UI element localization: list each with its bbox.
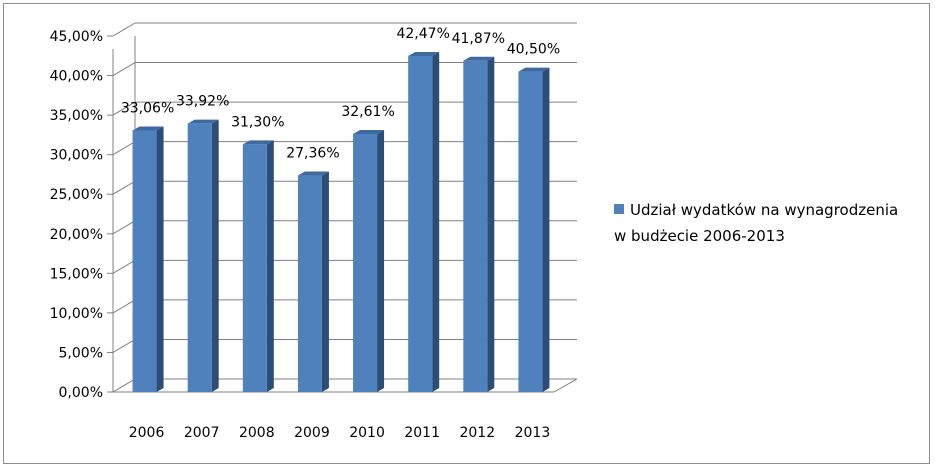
data-labels: 33,06% 33,92%31,30%27,36% 32,61% 42,47% 41,8… — [121, 26, 560, 162]
chart-gridlines — [107, 22, 577, 393]
bar-top-face — [408, 52, 440, 57]
bar-top-face — [132, 126, 164, 131]
bar-front-face — [463, 60, 488, 392]
bar-2006 — [132, 126, 164, 392]
bar-front-face — [187, 123, 212, 392]
x-tick-label-2006: 2006 — [129, 425, 165, 441]
y-tick-label: 5,00% — [59, 345, 103, 361]
bar-side-face — [377, 130, 385, 392]
x-axis-tick-labels: 2006 2007 2008 2009 2010 2011 2012 2013 — [129, 425, 551, 441]
gridline-diagonal — [112, 180, 136, 195]
bar-top-face — [187, 119, 219, 124]
bar-side-face — [156, 126, 164, 392]
bar-side-face — [487, 56, 495, 392]
chart-legend: Udział wydatków na wynagrodzenia w budże… — [614, 197, 904, 249]
data-label-2006: 33,06% — [121, 100, 174, 116]
data-label-2007: 33,92% — [176, 94, 229, 110]
gridline-diagonal — [112, 378, 136, 393]
y-tick-label: 40,00% — [50, 69, 103, 85]
x-tick-label-2011: 2011 — [404, 425, 440, 441]
legend-swatch — [614, 204, 624, 214]
bar-side-face — [211, 119, 219, 392]
x-tick-label-2013: 2013 — [515, 425, 551, 441]
bar-top-face — [518, 67, 550, 72]
x-tick-label-2008: 2008 — [239, 425, 275, 441]
y-tick-label: 0,00% — [59, 385, 103, 401]
bar-front-face — [132, 130, 157, 392]
bar-side-face — [542, 67, 550, 392]
bar-top-face — [463, 56, 495, 61]
floor-right-edge — [553, 378, 578, 393]
bar-2007 — [187, 119, 219, 392]
y-tick-label: 10,00% — [50, 306, 103, 322]
data-label-2009: 27,36% — [286, 146, 339, 162]
y-tick-label: 25,00% — [50, 187, 103, 203]
bar-side-face — [266, 140, 274, 392]
bar-front-face — [297, 175, 322, 392]
chart-bars — [132, 52, 550, 393]
bar-2008 — [242, 140, 274, 392]
bar-2013 — [518, 67, 550, 392]
bar-2011 — [408, 52, 440, 393]
gridline-diagonal — [112, 339, 136, 353]
data-label-2008: 31,30% — [231, 114, 284, 130]
gridline-diagonal — [112, 141, 136, 156]
bar-top-face — [353, 130, 385, 135]
bar-front-face — [242, 144, 267, 392]
bar-front-face — [518, 71, 543, 392]
bar-2010 — [353, 130, 385, 392]
y-axis-tick-labels: 0,00% 5,00% 10,00% 15,00% 20,00% 25,00% 30,00%… — [50, 29, 103, 401]
gridline-diagonal — [112, 299, 136, 314]
gridline-diagonal — [112, 259, 136, 274]
gridline-diagonal — [112, 220, 136, 235]
y-tick-label: 45,00% — [50, 29, 103, 45]
y-tick-label: 35,00% — [50, 108, 103, 124]
x-tick-label-2012: 2012 — [459, 425, 495, 441]
y-tick-label: 15,00% — [50, 266, 103, 282]
gridline-diagonal — [112, 101, 136, 116]
bar-front-face — [408, 56, 433, 393]
y-tick-label: 30,00% — [50, 148, 103, 164]
x-tick-label-2007: 2007 — [184, 425, 220, 441]
data-label-2012: 41,87% — [452, 31, 505, 47]
bar-top-face — [297, 171, 329, 176]
bar-front-face — [353, 134, 378, 392]
x-tick-label-2009: 2009 — [294, 425, 330, 441]
bar-side-face — [321, 171, 329, 392]
legend-entry-label: Udział wydatków na wynagrodzenia w budże… — [614, 201, 899, 245]
gridline-diagonal — [112, 62, 136, 76]
bar-2009 — [297, 171, 329, 392]
x-tick-label-2010: 2010 — [349, 425, 385, 441]
data-label-2010: 32,61% — [341, 104, 394, 120]
gridline-diagonal — [112, 22, 136, 37]
bar-top-face — [242, 140, 274, 145]
bar-2012 — [463, 56, 495, 392]
data-label-2011: 42,47% — [396, 26, 449, 42]
chart-axes — [112, 36, 578, 393]
y-tick-label: 20,00% — [50, 227, 103, 243]
data-label-2013: 40,50% — [507, 42, 560, 58]
bar-side-face — [432, 52, 440, 393]
